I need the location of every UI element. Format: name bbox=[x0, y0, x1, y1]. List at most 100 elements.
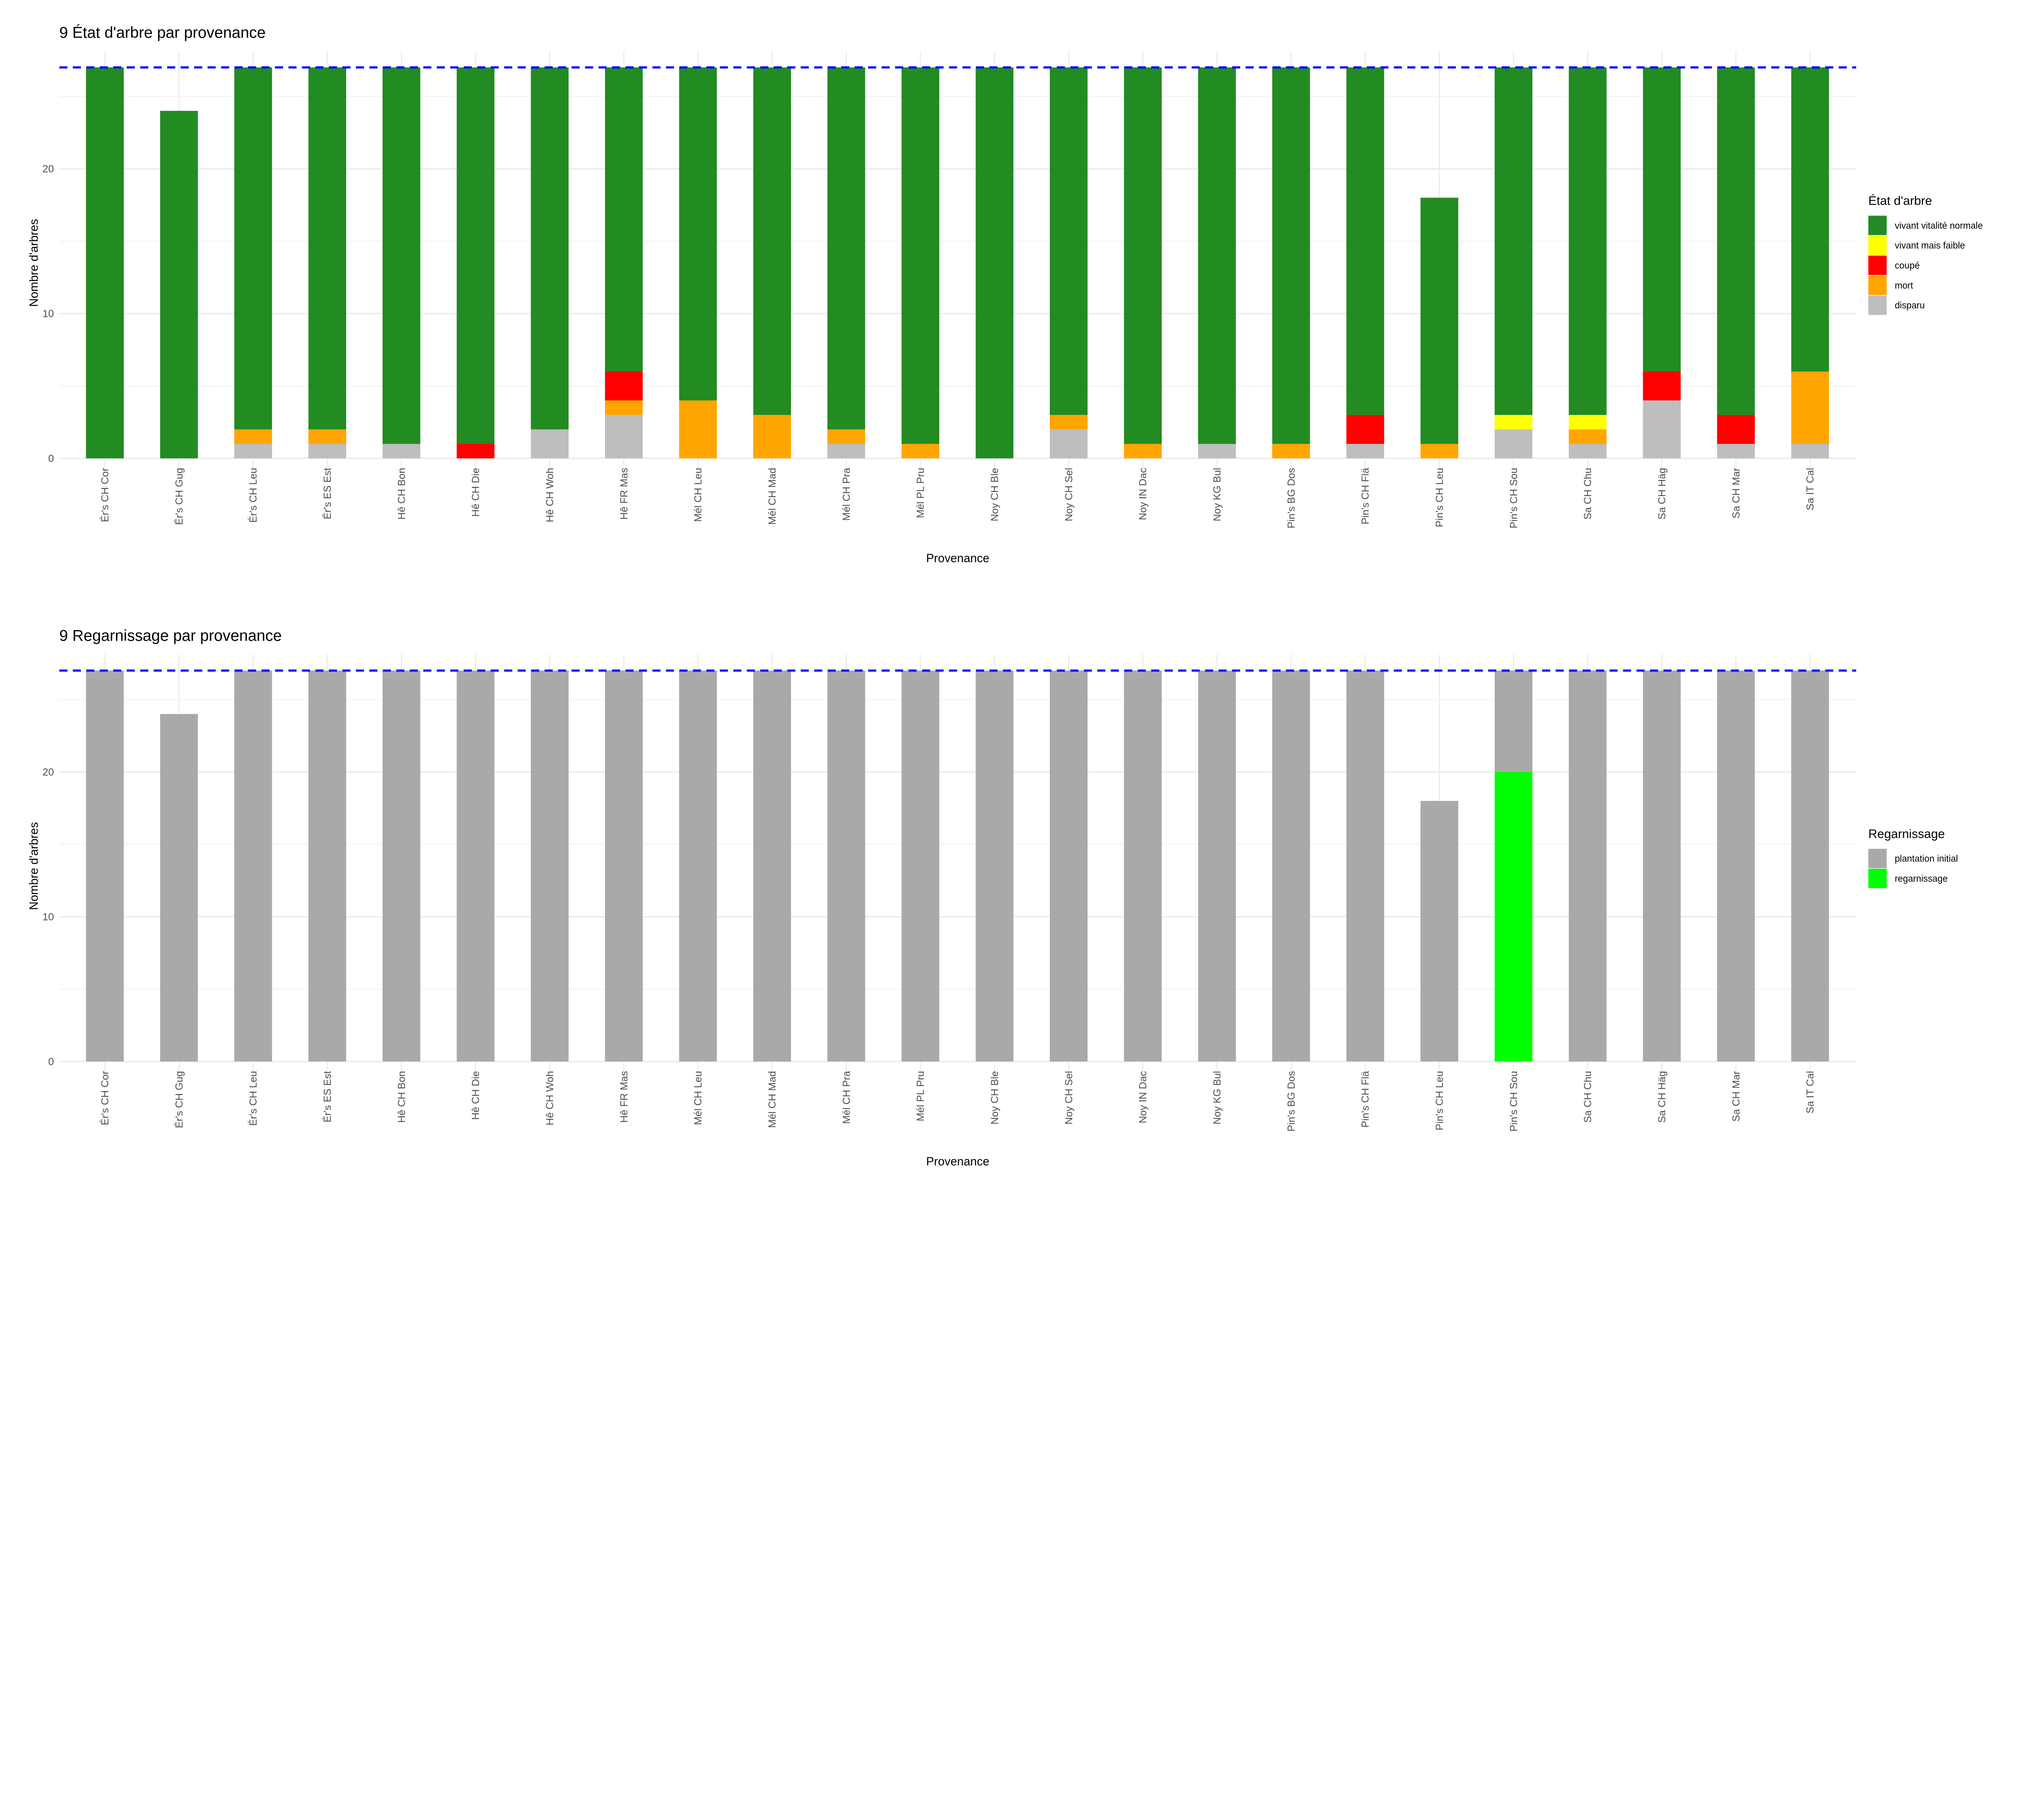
y-tick-label: 20 bbox=[42, 766, 54, 778]
x-tick-label: Mél CH Pra bbox=[841, 1071, 852, 1124]
bar-segment bbox=[1495, 415, 1533, 430]
x-tick-label: Ér's CH Cor bbox=[99, 468, 111, 522]
y-axis-title: Nombre d'arbres bbox=[27, 822, 40, 910]
bar-segment bbox=[308, 671, 346, 1062]
x-tick-label: Mél CH Mad bbox=[767, 468, 778, 525]
x-tick-label: Mél CH Leu bbox=[693, 468, 704, 522]
legend-swatch bbox=[1868, 849, 1887, 868]
legend-label: regarnissage bbox=[1895, 873, 1948, 884]
chart-panel-1: 0 10 20 Ér's CH Cor Ér's CH Gug Ér's CH Leu Ér… bbox=[27, 24, 1983, 565]
chart-title: 9 État d'arbre par provenance bbox=[59, 24, 266, 41]
x-tick-label: Hê FR Mas bbox=[618, 1071, 630, 1123]
x-tick-label: Ér's CH Gug bbox=[173, 1071, 185, 1128]
bar-segment bbox=[1346, 67, 1384, 415]
legend: État d'arbre vivant vitalité normale vivan… bbox=[1868, 194, 1983, 315]
bar-segment bbox=[1495, 772, 1533, 1062]
x-tick-label: Ér's CH Cor bbox=[99, 1071, 111, 1125]
bar-segment bbox=[1346, 444, 1384, 459]
x-tick-label: Noy CH Ble bbox=[989, 1071, 1000, 1124]
bar-segment bbox=[1272, 671, 1310, 1062]
bar-segment bbox=[679, 671, 717, 1062]
x-tick-label: Pin's CH Sou bbox=[1508, 468, 1519, 529]
legend-label: plantation initial bbox=[1895, 853, 1958, 864]
bar-segment bbox=[1198, 444, 1236, 459]
x-tick-label: Hê FR Mas bbox=[618, 468, 630, 520]
bar-segment bbox=[1791, 67, 1829, 372]
x-tick-label: Ér's ES Est bbox=[321, 1071, 333, 1122]
bar-segment bbox=[975, 671, 1013, 1062]
bar-segment bbox=[605, 415, 643, 459]
bar-segment bbox=[753, 415, 791, 459]
x-tick-label: Noy CH Sel bbox=[1063, 1071, 1074, 1124]
x-tick-label: Mél CH Leu bbox=[693, 1071, 704, 1125]
bar-segment bbox=[160, 714, 198, 1062]
bar-segment bbox=[1569, 671, 1607, 1062]
legend-title: Regarnissage bbox=[1868, 827, 1945, 841]
bar-segment bbox=[1717, 67, 1755, 415]
x-tick-label: Hê CH Die bbox=[470, 1071, 482, 1120]
bar-segment bbox=[1420, 444, 1458, 459]
bar-segment bbox=[1643, 371, 1681, 401]
x-tick-label: Pin's CH Leu bbox=[1434, 468, 1445, 527]
x-tick-label: Noy KG Bul bbox=[1212, 1071, 1223, 1124]
bar-segment bbox=[1124, 67, 1162, 444]
x-tick-label: Sa IT Cal bbox=[1805, 468, 1816, 510]
legend-label: disparu bbox=[1895, 300, 1925, 311]
x-tick-label: Pin's BG Dos bbox=[1286, 1071, 1297, 1132]
bar-segment bbox=[457, 444, 495, 459]
bar-segment bbox=[457, 671, 495, 1062]
bar-segment bbox=[605, 371, 643, 401]
x-tick-label: Mél CH Mad bbox=[767, 1071, 778, 1128]
bar-segment bbox=[827, 67, 865, 430]
x-tick-label: Sa CH Chu bbox=[1582, 468, 1594, 520]
bar-segment bbox=[1124, 671, 1162, 1062]
bar-segment bbox=[1050, 415, 1088, 430]
x-tick-label: Hê CH Woh bbox=[544, 468, 556, 523]
figure: 0 10 20 Ér's CH Cor Ér's CH Gug Ér's CH Leu Ér… bbox=[27, 24, 1983, 1168]
bar-segment bbox=[1420, 801, 1458, 1062]
x-tick-label: Sa CH Chu bbox=[1582, 1071, 1594, 1123]
x-tick-label: Ér's ES Est bbox=[321, 468, 333, 519]
bar-segment bbox=[827, 429, 865, 444]
y-tick-label: 0 bbox=[48, 1056, 54, 1067]
bar-segment bbox=[1050, 429, 1088, 459]
bar-segment bbox=[1346, 415, 1384, 444]
legend-swatch bbox=[1868, 256, 1887, 275]
bar-segment bbox=[753, 671, 791, 1062]
bar-segment bbox=[1791, 444, 1829, 459]
bar-segment bbox=[383, 671, 421, 1062]
bar-segment bbox=[457, 67, 495, 444]
bar-segment bbox=[86, 67, 124, 459]
bar-segment bbox=[308, 429, 346, 444]
bar-segment bbox=[753, 67, 791, 415]
x-tick-label: Sa CH Mar bbox=[1730, 468, 1742, 518]
bar-segment bbox=[901, 67, 939, 444]
bar-segment bbox=[1272, 444, 1310, 459]
bar-segment bbox=[1495, 671, 1533, 772]
bar-segment bbox=[1791, 371, 1829, 444]
x-tick-label: Pin's CH Flä bbox=[1360, 1071, 1371, 1128]
bar-segment bbox=[234, 671, 272, 1062]
x-tick-label: Pin's CH Flä bbox=[1360, 468, 1371, 525]
bar-segment bbox=[1420, 197, 1458, 444]
x-tick-label: Ér's CH Gug bbox=[173, 468, 185, 525]
bar-segment bbox=[531, 671, 569, 1062]
x-tick-label: Pin's BG Dos bbox=[1286, 468, 1297, 529]
legend: Regarnissage plantation initial regarnissa… bbox=[1868, 827, 1958, 888]
bar-segment bbox=[901, 444, 939, 459]
x-tick-label: Noy IN Dac bbox=[1138, 1071, 1149, 1124]
x-tick-label: Noy IN Dac bbox=[1138, 468, 1149, 521]
bar-segment bbox=[1643, 67, 1681, 372]
y-tick-label: 0 bbox=[48, 453, 54, 464]
bar-segment bbox=[901, 671, 939, 1062]
bar-segment bbox=[1569, 67, 1607, 415]
x-tick-label: Ér's CH Leu bbox=[247, 1071, 259, 1126]
x-tick-label: Hê CH Bon bbox=[396, 468, 407, 520]
bar-segment bbox=[1643, 400, 1681, 459]
bar-segment bbox=[1643, 671, 1681, 1062]
bar-segment bbox=[1495, 429, 1533, 459]
x-tick-label: Sa CH Mar bbox=[1730, 1071, 1742, 1122]
bar-segment bbox=[1717, 444, 1755, 459]
x-tick-label: Sa CH Häg bbox=[1656, 1071, 1668, 1123]
bar-segment bbox=[679, 400, 717, 459]
